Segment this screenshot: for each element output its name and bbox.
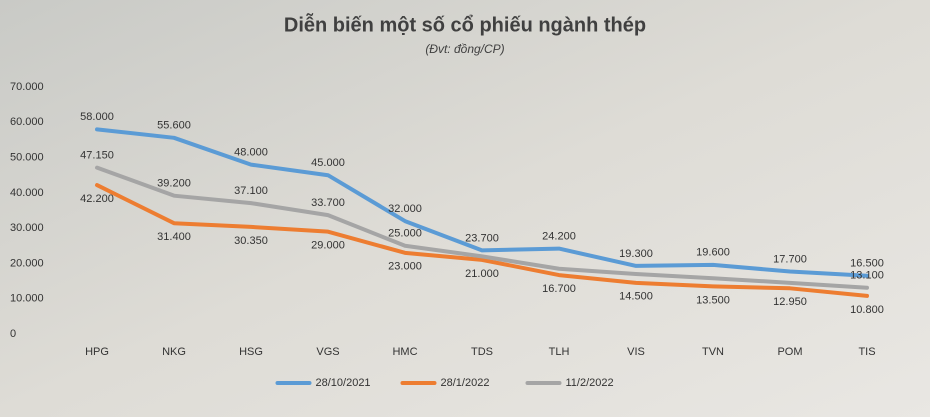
- x-tick-label: VIS: [627, 346, 645, 358]
- data-label: 37.100: [234, 185, 268, 197]
- data-label: 13.500: [696, 294, 730, 306]
- data-label: 48.000: [234, 147, 268, 159]
- data-label: 19.300: [619, 248, 653, 260]
- data-label: 17.700: [773, 253, 807, 265]
- y-tick-label: 0: [10, 328, 16, 340]
- legend-label: 11/2/2022: [566, 377, 614, 389]
- data-label: 10.800: [850, 304, 884, 316]
- data-label: 24.200: [542, 231, 576, 243]
- data-label: 13.100: [850, 270, 884, 282]
- y-tick-label: 40.000: [10, 187, 44, 199]
- x-tick-label: POM: [777, 346, 802, 358]
- series-line: [95, 127, 869, 278]
- data-label: 33.700: [311, 197, 345, 209]
- series-line: [95, 183, 869, 298]
- x-tick-label: HPG: [85, 346, 109, 358]
- y-tick-label: 10.000: [10, 293, 44, 305]
- chart-title: Diễn biến một số cổ phiếu ngành thép: [284, 12, 646, 36]
- legend-label: 28/10/2021: [316, 377, 371, 389]
- data-label: 30.350: [234, 235, 268, 247]
- x-tick-label: VGS: [316, 346, 339, 358]
- y-tick-label: 20.000: [10, 257, 44, 269]
- data-label: 39.200: [157, 178, 191, 190]
- y-tick-label: 70.000: [10, 81, 44, 93]
- data-label: 16.700: [542, 283, 576, 295]
- data-label: 55.600: [157, 120, 191, 132]
- x-tick-label: TLH: [549, 346, 570, 358]
- data-label: 58.000: [80, 111, 114, 123]
- x-tick-label: HMC: [392, 346, 417, 358]
- chart-subtitle: (Đvt: đồng/CP): [425, 42, 504, 56]
- data-label: 45.000: [311, 157, 345, 169]
- data-label: 16.500: [850, 258, 884, 270]
- data-label: 29.000: [311, 240, 345, 252]
- data-label: 21.000: [465, 268, 499, 280]
- data-label: 23.000: [388, 261, 422, 273]
- data-label: 14.500: [619, 291, 653, 303]
- x-tick-label: HSG: [239, 346, 263, 358]
- data-label: 23.700: [465, 232, 499, 244]
- data-label: 42.200: [80, 193, 114, 205]
- data-label: 19.600: [696, 247, 730, 259]
- x-tick-label: TVN: [702, 346, 724, 358]
- x-tick-label: TIS: [858, 346, 875, 358]
- data-label: 47.150: [80, 150, 114, 162]
- legend-label: 28/1/2022: [441, 377, 490, 389]
- series-line: [95, 165, 869, 290]
- y-tick-label: 60.000: [10, 116, 44, 128]
- y-tick-label: 30.000: [10, 222, 44, 234]
- data-label: 31.400: [157, 231, 191, 243]
- data-label: 25.000: [388, 228, 422, 240]
- x-tick-label: NKG: [162, 346, 186, 358]
- y-tick-label: 50.000: [10, 151, 44, 163]
- data-label: 12.950: [773, 296, 807, 308]
- data-label: 32.000: [388, 203, 422, 215]
- x-tick-label: TDS: [471, 346, 493, 358]
